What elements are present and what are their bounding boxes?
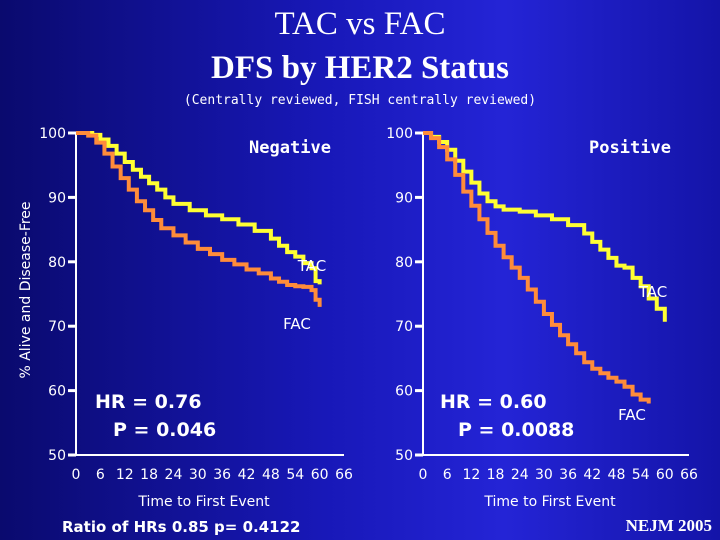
- y-tick-label: 50: [395, 448, 413, 464]
- x-tick-label: 48: [262, 467, 280, 483]
- x-tick-label: 24: [165, 467, 183, 483]
- p-value-annotation: P = 0.046: [113, 419, 216, 441]
- subtitle: (Centrally reviewed, FISH centrally revi…: [183, 93, 537, 108]
- x-tick-label: 36: [559, 467, 577, 483]
- x-tick-label: 12: [116, 467, 134, 483]
- title-line-1: TAC vs FAC: [274, 6, 446, 42]
- x-tick-label: 48: [608, 467, 626, 483]
- panel-title: Negative: [249, 138, 331, 158]
- x-axis-title: Time to First Event: [483, 494, 616, 510]
- hr-annotation: HR = 0.60: [440, 391, 547, 413]
- p-value-annotation: P = 0.0088: [458, 419, 574, 441]
- series-label-tac: TAC: [638, 283, 667, 301]
- x-tick-label: 12: [462, 467, 480, 483]
- x-tick-label: 42: [583, 467, 601, 483]
- x-tick-label: 66: [335, 467, 353, 483]
- x-tick-label: 36: [213, 467, 231, 483]
- x-tick-label: 54: [632, 467, 650, 483]
- x-tick-label: 42: [238, 467, 256, 483]
- series-line-tac: [76, 131, 322, 285]
- x-tick-label: 30: [535, 467, 553, 483]
- x-tick-label: 30: [189, 467, 207, 483]
- y-tick-label: 70: [395, 319, 413, 335]
- series-line-tac: [423, 131, 667, 322]
- y-tick-label: 90: [395, 190, 413, 206]
- y-tick-label: 80: [395, 255, 413, 271]
- y-tick-label: 50: [48, 448, 66, 464]
- series-line-fac: [423, 131, 651, 404]
- x-tick-label: 54: [286, 467, 304, 483]
- y-tick-label: 80: [48, 255, 66, 271]
- panel-title: Positive: [589, 138, 671, 158]
- series-line-fac: [76, 131, 322, 307]
- x-tick-label: 6: [443, 467, 452, 483]
- x-tick-label: 66: [680, 467, 698, 483]
- y-tick-label: 60: [395, 384, 413, 400]
- x-tick-label: 0: [72, 467, 81, 483]
- hr-annotation: HR = 0.76: [95, 391, 202, 413]
- x-tick-label: 60: [656, 467, 674, 483]
- y-tick-label: 70: [48, 319, 66, 335]
- x-tick-label: 24: [511, 467, 529, 483]
- ratio-of-hrs-note: Ratio of HRs 0.85 p= 0.4122: [62, 518, 301, 536]
- citation: NEJM 2005: [625, 516, 712, 535]
- x-tick-label: 6: [96, 467, 105, 483]
- y-tick-label: 100: [39, 126, 66, 142]
- y-tick-label: 60: [48, 384, 66, 400]
- x-tick-label: 0: [419, 467, 428, 483]
- y-tick-label: 90: [48, 190, 66, 206]
- x-axis-title: Time to First Event: [137, 494, 270, 510]
- series-label-fac: FAC: [618, 406, 646, 424]
- title-line-2: DFS by HER2 Status: [211, 50, 509, 86]
- x-tick-label: 18: [487, 467, 505, 483]
- series-label-fac: FAC: [283, 315, 311, 333]
- x-tick-label: 60: [311, 467, 329, 483]
- x-tick-label: 18: [140, 467, 158, 483]
- y-tick-label: 100: [386, 126, 413, 142]
- series-label-tac: TAC: [297, 257, 326, 275]
